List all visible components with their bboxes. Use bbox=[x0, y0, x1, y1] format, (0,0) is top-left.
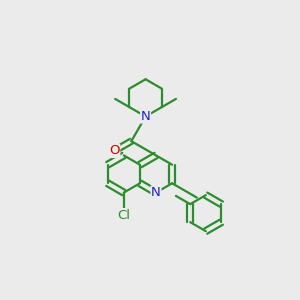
Text: N: N bbox=[151, 186, 161, 199]
Text: O: O bbox=[109, 144, 120, 158]
Text: Cl: Cl bbox=[117, 208, 130, 222]
Text: N: N bbox=[141, 110, 150, 123]
